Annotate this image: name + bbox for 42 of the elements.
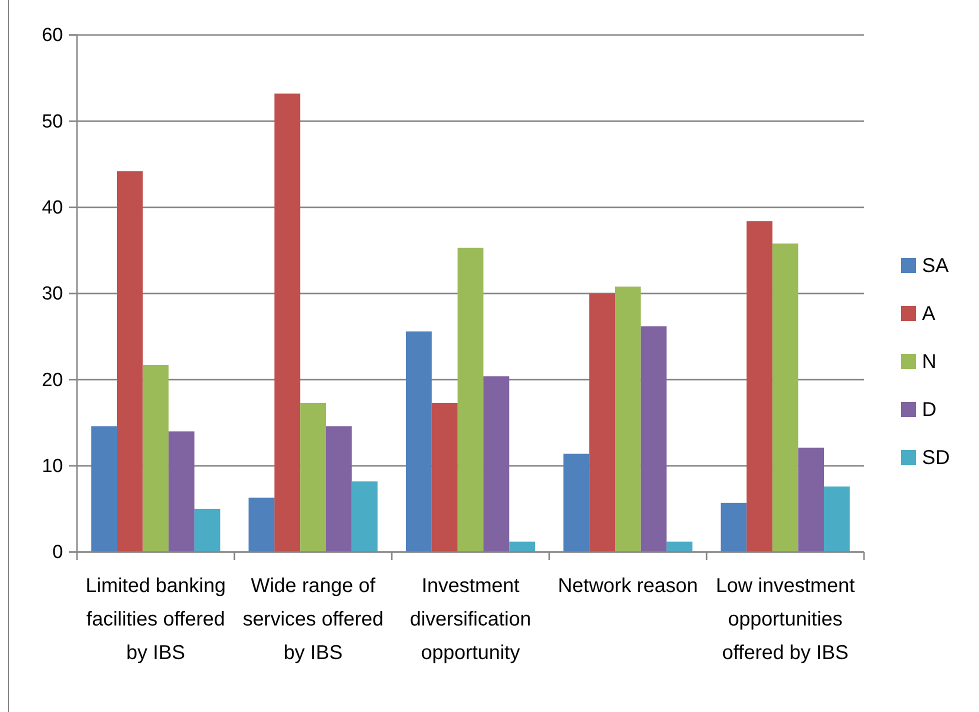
bar <box>406 331 432 552</box>
x-tick-label: Network reason <box>558 575 698 597</box>
y-tick-label: 30 <box>42 284 63 305</box>
bar <box>483 376 510 552</box>
bar <box>248 498 274 552</box>
bar <box>432 402 458 552</box>
x-tick-label: Low investment opportunities offered by IBS <box>716 575 856 664</box>
bar <box>720 502 747 552</box>
legend-label: A <box>922 303 936 325</box>
bar <box>746 221 772 552</box>
bar <box>300 402 326 552</box>
bar <box>168 431 194 552</box>
bar <box>326 426 352 552</box>
y-tick-label: 40 <box>42 197 63 218</box>
y-tick-label: 0 <box>52 542 63 564</box>
bar <box>615 286 641 552</box>
y-tick-label: 10 <box>42 456 63 477</box>
y-tick-label: 60 <box>42 25 63 46</box>
bar <box>352 481 378 552</box>
bar <box>142 365 169 552</box>
bar <box>824 486 850 552</box>
bar <box>640 326 667 552</box>
x-tick-label: Wide range of services offered by IBS <box>242 575 384 664</box>
bar <box>458 248 484 552</box>
bar <box>194 508 220 552</box>
bar <box>666 542 692 552</box>
bar <box>116 171 143 552</box>
legend-label: D <box>922 399 936 421</box>
legend-label: SA <box>922 255 950 277</box>
bar <box>509 542 536 552</box>
y-tick-label: 20 <box>42 370 63 391</box>
x-tick-label: Limited banking facilities offered by IBS <box>86 575 226 664</box>
bar <box>91 426 117 552</box>
bar <box>798 448 824 552</box>
bar <box>563 454 590 552</box>
x-tick-label: Investment diversification opportunity <box>410 575 532 664</box>
y-tick-label: 50 <box>42 111 63 132</box>
legend-label: SD <box>922 447 950 469</box>
bar <box>589 294 615 552</box>
legend-label: N <box>922 351 936 373</box>
bar <box>772 244 798 552</box>
bar <box>274 94 300 552</box>
